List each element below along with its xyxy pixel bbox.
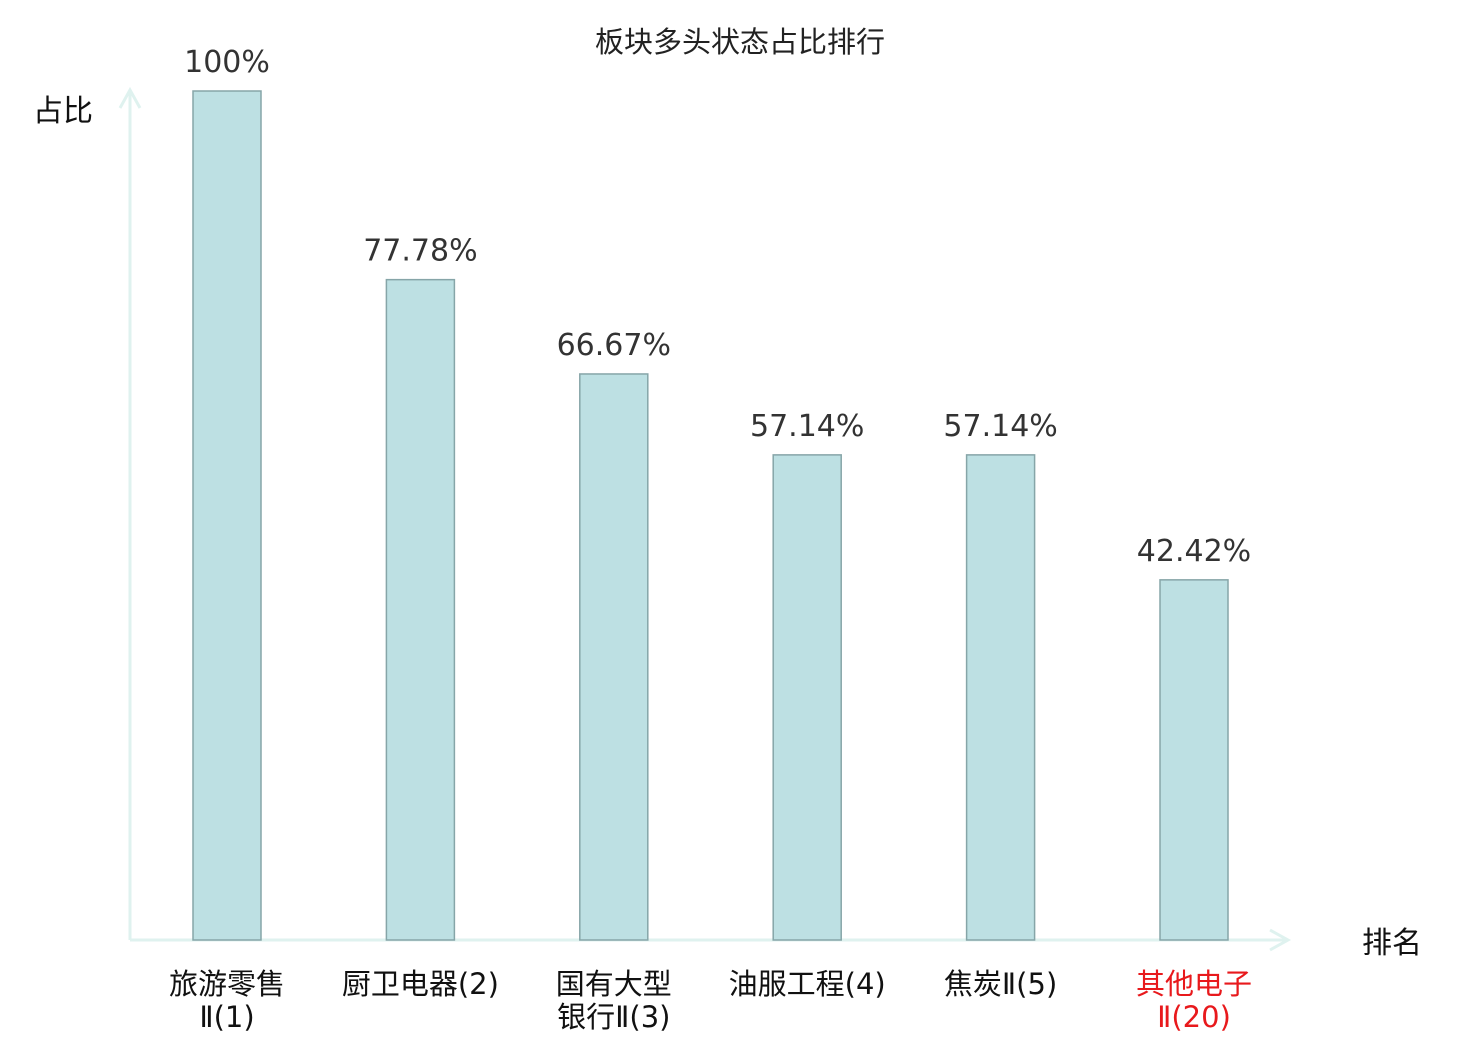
bar (1159, 579, 1229, 941)
x-tick-label: 焦炭Ⅱ(5) (944, 967, 1057, 1001)
bar (772, 454, 842, 941)
chart-title: 板块多头状态占比排行 (595, 25, 885, 59)
x-axis-arrow (1269, 928, 1292, 952)
data-label: 42.42% (1137, 534, 1251, 569)
x-tick-label: 油服工程(4) (729, 967, 886, 1001)
data-label: 100% (184, 45, 270, 80)
data-label: 66.67% (557, 328, 671, 363)
x-axis-label: 排名 (1362, 926, 1422, 961)
bar (192, 90, 262, 941)
data-label: 57.14% (750, 409, 864, 444)
bar (579, 373, 649, 941)
bar (965, 454, 1036, 941)
x-tick-label: 银行Ⅱ(3) (557, 1000, 670, 1034)
x-tick-label: 厨卫电器(2) (342, 967, 499, 1001)
x-tick-label: 旅游零售 (169, 967, 285, 1001)
x-tick-label: 其他电子 (1136, 967, 1252, 1001)
data-label: 77.78% (363, 234, 477, 269)
y-axis-label: 占比 (33, 94, 93, 129)
x-tick-label: Ⅱ(1) (199, 1000, 254, 1034)
x-tick-label: 国有大型 (556, 967, 672, 1001)
x-tick-label: Ⅱ(20) (1157, 1000, 1231, 1034)
y-axis-arrow (118, 86, 142, 109)
data-label: 57.14% (943, 409, 1057, 444)
bar (385, 278, 456, 941)
